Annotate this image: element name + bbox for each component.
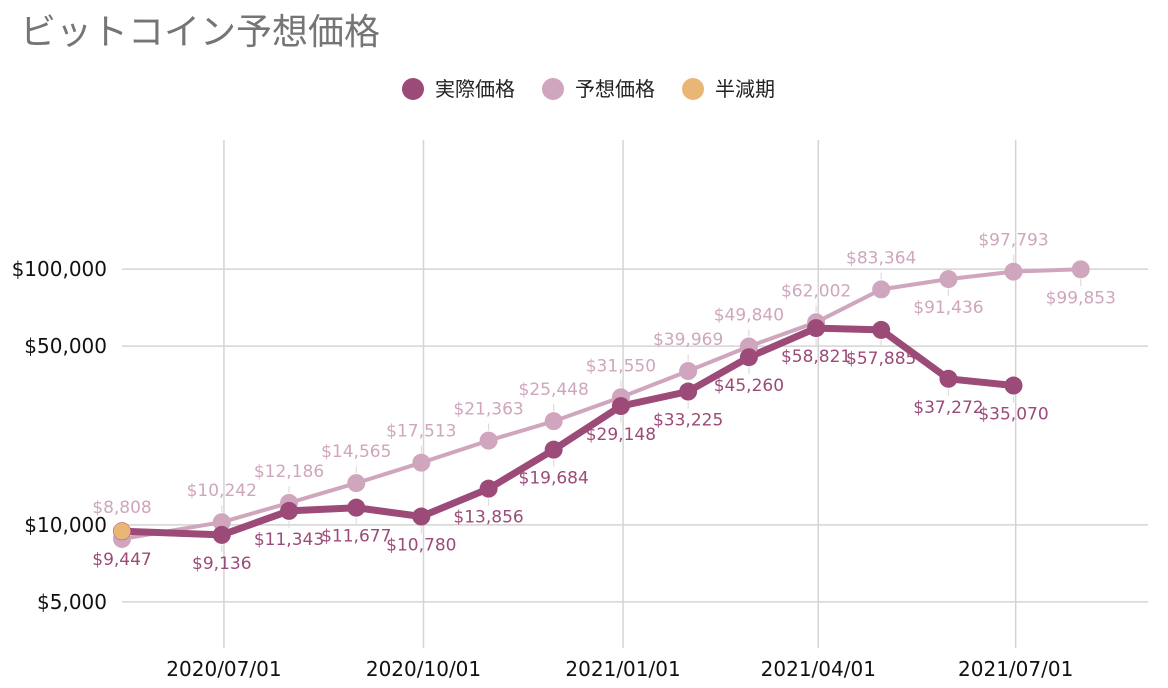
data-label-s1-10: $45,260 (714, 376, 784, 396)
y-tick-label-10-000: $10,000 (24, 513, 107, 537)
point-s2-4 (347, 474, 366, 493)
y-axis: $100,000 $50,000 $10,000 $5,000 (12, 257, 107, 614)
series-line-1 (118, 324, 1017, 539)
data-label-s1-2: $9,136 (192, 554, 251, 574)
data-label-s1-12: $57,885 (846, 349, 916, 369)
data-label-s1-7: $19,684 (519, 469, 589, 489)
point-s1-10 (739, 348, 758, 367)
point-s2-14 (1004, 262, 1023, 281)
point-s1-3 (280, 501, 299, 520)
y-tick-label-5-000: $5,000 (37, 590, 107, 614)
point-s2-15 (1071, 260, 1090, 279)
point-s3-1 (113, 522, 131, 540)
data-label-s1-9: $33,225 (653, 411, 723, 431)
series-points (113, 260, 1090, 548)
x-tick-label-2021-01-01: 2021/01/01 (565, 657, 680, 681)
data-label-s1-1: $9,447 (92, 550, 151, 570)
data-label-s2-13: $91,436 (913, 298, 983, 318)
y-tick-label-50-000: $50,000 (24, 334, 107, 358)
point-s1-5 (412, 507, 431, 526)
legend-item-2: 予想価格 (542, 77, 655, 101)
point-s2-6 (479, 431, 498, 450)
data-label-s1-3: $11,343 (254, 530, 324, 550)
data-label-s2-1: $8,808 (92, 498, 151, 518)
data-label-s2-2: $10,242 (187, 481, 257, 501)
data-label-s2-3: $12,186 (254, 462, 324, 482)
data-label-s1-11: $58,821 (781, 347, 851, 367)
point-s1-4 (347, 498, 366, 517)
legend-item-3: 半減期 (682, 77, 775, 101)
y-tick-label-100-000: $100,000 (12, 257, 107, 281)
point-s1-8 (611, 397, 630, 416)
data-label-s2-6: $21,363 (453, 400, 523, 420)
point-s2-12 (872, 280, 891, 299)
point-s1-11 (807, 319, 826, 338)
data-label-s1-13: $37,272 (913, 398, 983, 418)
point-s2-7 (544, 412, 563, 431)
x-tick-label-2021-04-01: 2021/04/01 (761, 657, 876, 681)
point-s1-9 (679, 382, 698, 401)
data-label-s2-5: $17,513 (386, 422, 456, 442)
legend-label-1: 実際価格 (435, 77, 515, 101)
legend: 実際価格 予想価格 半減期 (402, 77, 775, 101)
legend-swatch-3 (682, 78, 704, 100)
data-label-s1-4: $11,677 (321, 527, 391, 547)
point-s2-5 (412, 453, 431, 472)
point-s1-14 (1004, 376, 1023, 395)
data-label-s2-14: $97,793 (978, 231, 1048, 251)
legend-swatch-1 (402, 78, 424, 100)
data-label-s2-8: $31,550 (586, 356, 656, 376)
point-s1-2 (212, 525, 231, 544)
data-label-s2-10: $49,840 (714, 306, 784, 326)
data-label-s1-5: $10,780 (386, 536, 456, 556)
data-label-s2-4: $14,565 (321, 442, 391, 462)
data-label-s2-7: $25,448 (519, 380, 589, 400)
legend-item-1: 実際価格 (402, 77, 515, 101)
data-label-s1-6: $13,856 (453, 508, 523, 528)
point-s1-7 (544, 440, 563, 459)
legend-label-3: 半減期 (715, 77, 775, 101)
point-s1-6 (479, 479, 498, 498)
chart-title: ビットコイン予想価格 (20, 12, 380, 53)
point-s1-13 (939, 369, 958, 388)
point-s2-13 (939, 270, 958, 289)
gridlines (122, 140, 1148, 648)
data-label-s1-8: $29,148 (586, 425, 656, 445)
data-label-s2-15: $99,853 (1046, 288, 1116, 308)
label-leader-lines (121, 254, 1082, 552)
x-tick-label-2020-10-01: 2020/10/01 (366, 657, 481, 681)
data-labels: $8,808 $10,242$12,186$14,565$17,513$21,36… (92, 231, 1116, 574)
data-label-s2-9: $39,969 (653, 330, 723, 350)
x-tick-label-2020-07-01: 2020/07/01 (166, 657, 281, 681)
point-s2-9 (679, 362, 698, 381)
point-s1-12 (872, 320, 891, 339)
x-tick-label-2021-07-01: 2021/07/01 (958, 657, 1073, 681)
point-s2-2 (212, 513, 231, 532)
legend-label-2: 予想価格 (575, 77, 655, 101)
data-label-s2-11: $62,002 (781, 281, 851, 301)
legend-swatch-2 (542, 78, 564, 100)
data-label-s2-12: $83,364 (846, 248, 916, 268)
data-label-s1-14: $35,070 (978, 405, 1048, 425)
x-axis: 2020/07/01 2020/10/01 2021/01/01 2021/04/01… (166, 657, 1073, 681)
